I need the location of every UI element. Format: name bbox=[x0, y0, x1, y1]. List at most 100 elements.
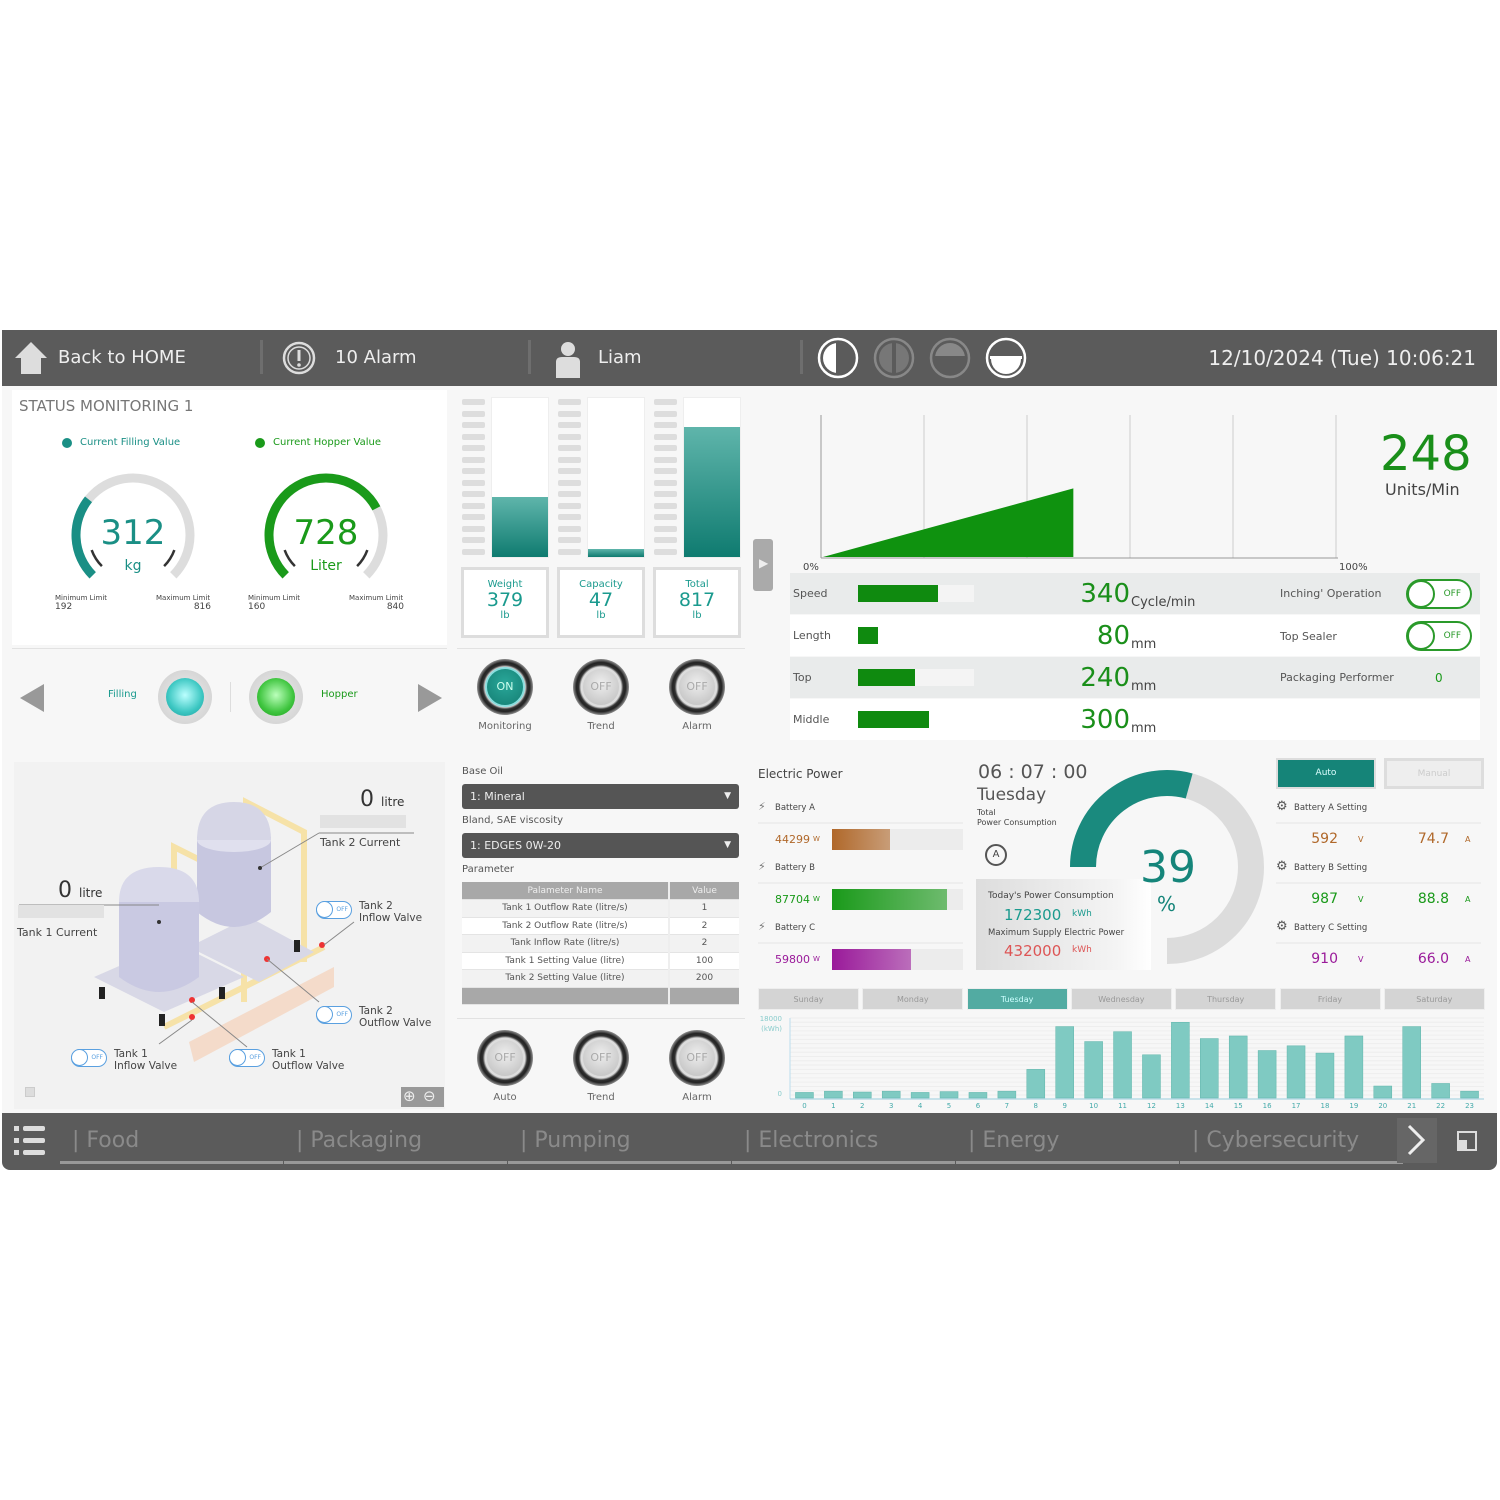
table-row[interactable]: Tank 2 Outflow Rate (litre/s) 2 bbox=[462, 917, 739, 935]
footer-tab-food[interactable]: | Food bbox=[72, 1128, 140, 1153]
fullscreen-icon[interactable] bbox=[25, 1087, 35, 1097]
bar bbox=[1171, 1022, 1190, 1099]
button-label: Auto bbox=[493, 1092, 517, 1103]
arrow-left-icon[interactable] bbox=[18, 682, 46, 714]
mode-a-icon[interactable]: A bbox=[985, 844, 1007, 866]
scale-tick bbox=[462, 491, 485, 497]
manual-label: Manual bbox=[1417, 769, 1451, 779]
day-tab[interactable]: Tuesday bbox=[966, 988, 1068, 1010]
clock-seconds: 00 bbox=[1063, 761, 1088, 783]
side-expand-button[interactable]: ▶ bbox=[753, 539, 773, 591]
gear-icon[interactable]: ⚙ bbox=[1276, 919, 1288, 934]
footer-tab-energy[interactable]: | Energy bbox=[968, 1128, 1060, 1153]
row-label: Speed bbox=[793, 587, 828, 600]
current-value[interactable]: 88.8 bbox=[1417, 891, 1449, 907]
tank2-unit: litre bbox=[381, 795, 405, 809]
day-tab[interactable]: Thursday bbox=[1175, 988, 1277, 1010]
alarm-button[interactable]: OFF bbox=[669, 659, 725, 715]
monitoring-button[interactable]: ON bbox=[477, 659, 533, 715]
row-unit: mm bbox=[1131, 721, 1157, 736]
max-unit: kWh bbox=[1072, 945, 1092, 955]
table-row[interactable]: Tank 1 Setting Value (litre) 100 bbox=[462, 952, 739, 970]
manual-button[interactable]: Manual bbox=[1384, 758, 1484, 789]
row-number: 300 bbox=[1080, 705, 1130, 735]
table-cell: 200 bbox=[668, 969, 739, 988]
min-limit-label: Minimum Limit bbox=[55, 594, 108, 602]
day-label: Tuesday bbox=[977, 785, 1047, 805]
zoom-out-icon[interactable]: ⊖ bbox=[423, 1087, 436, 1105]
max-limit-label: Maximum Limit bbox=[156, 594, 211, 602]
trend-button[interactable]: OFF bbox=[573, 1030, 629, 1086]
inching-toggle[interactable]: OFF bbox=[1406, 579, 1472, 609]
level-fill bbox=[492, 496, 548, 557]
zoom-in-icon[interactable]: ⊕ bbox=[403, 1087, 416, 1105]
split-horizontal-icon[interactable] bbox=[985, 337, 1027, 379]
packaging-progress-chart bbox=[820, 415, 1338, 559]
valve-toggle[interactable]: OFF bbox=[229, 1049, 265, 1067]
row-unit: Cycle/min bbox=[1131, 595, 1196, 610]
page-title: STATUS MONITORING 1 bbox=[19, 397, 194, 415]
footer-next-button[interactable] bbox=[1397, 1118, 1437, 1163]
user-button[interactable]: Liam bbox=[550, 338, 750, 378]
menu-icon[interactable] bbox=[14, 1124, 48, 1158]
tab-underline bbox=[508, 1161, 731, 1164]
split-horizontal-dim-icon[interactable] bbox=[929, 337, 971, 379]
auto-button[interactable]: OFF bbox=[477, 1030, 533, 1086]
day-tab[interactable]: Saturday bbox=[1383, 988, 1485, 1010]
day-tab[interactable]: Friday bbox=[1279, 988, 1381, 1010]
battery-value: 59800 bbox=[775, 953, 810, 966]
gauge-fill bbox=[264, 473, 381, 579]
split-vertical-icon[interactable] bbox=[817, 337, 859, 379]
valve-toggle[interactable]: OFF bbox=[316, 1006, 352, 1024]
scale-tick bbox=[654, 468, 677, 474]
tab-label: Food bbox=[86, 1128, 140, 1153]
consumption-box bbox=[976, 879, 1151, 970]
valve-label: Inflow Valve bbox=[359, 912, 423, 924]
footer-tab-cybersecurity[interactable]: | Cybersecurity bbox=[1192, 1128, 1360, 1153]
base-oil-select[interactable]: 1: Mineral ▼ bbox=[462, 784, 739, 809]
voltage-value[interactable]: 592 bbox=[1311, 831, 1338, 847]
footer-tab-pumping[interactable]: | Pumping bbox=[520, 1128, 631, 1153]
current-value[interactable]: 74.7 bbox=[1417, 831, 1449, 847]
performer-value: 0 bbox=[1435, 671, 1443, 685]
current-value[interactable]: 66.0 bbox=[1417, 951, 1449, 967]
top-sealer-toggle[interactable]: OFF bbox=[1406, 621, 1472, 651]
table-row[interactable]: Tank 2 Setting Value (litre) 200 bbox=[462, 969, 739, 988]
home-button[interactable]: Back to HOME bbox=[12, 338, 252, 378]
x-tick-label: 7 bbox=[1005, 1102, 1009, 1110]
split-vertical-dim-icon[interactable] bbox=[873, 337, 915, 379]
gear-icon[interactable]: ⚙ bbox=[1276, 799, 1288, 814]
arrow-right-icon[interactable] bbox=[416, 682, 444, 714]
row-value: 300 bbox=[1080, 705, 1130, 735]
valve-label: Tank 2 bbox=[359, 1005, 393, 1017]
row-unit: mm bbox=[1131, 679, 1157, 694]
voltage-value[interactable]: 987 bbox=[1311, 891, 1338, 907]
day-tab[interactable]: Wednesday bbox=[1070, 988, 1172, 1010]
valve-toggle[interactable]: OFF bbox=[71, 1049, 107, 1067]
table-row[interactable]: Tank 1 Outflow Rate (litre/s) 1 bbox=[462, 899, 739, 918]
divider bbox=[457, 1018, 745, 1019]
valve-toggle[interactable]: OFF bbox=[316, 901, 352, 919]
day-tab[interactable]: Monday bbox=[862, 988, 964, 1010]
level-label: Capacity bbox=[579, 579, 623, 590]
button-state: OFF bbox=[581, 1038, 621, 1078]
battery-label: Battery B bbox=[775, 863, 815, 873]
table-cell: 2 bbox=[668, 917, 739, 935]
table-row[interactable]: Tank Inflow Rate (litre/s) 2 bbox=[462, 934, 739, 953]
scale-tick bbox=[654, 502, 677, 509]
gear-icon[interactable]: ⚙ bbox=[1276, 859, 1288, 874]
divider bbox=[230, 682, 231, 712]
trend-button[interactable]: OFF bbox=[573, 659, 629, 715]
auto-button[interactable]: Auto bbox=[1276, 758, 1376, 789]
voltage-value[interactable]: 910 bbox=[1311, 951, 1338, 967]
bland-select[interactable]: 1: EDGES 0W-20 ▼ bbox=[462, 833, 739, 858]
footer-tab-electronics[interactable]: | Electronics bbox=[744, 1128, 879, 1153]
alarm-button[interactable]: OFF bbox=[669, 1030, 725, 1086]
row-unit: mm bbox=[1131, 637, 1157, 652]
window-toggle-icon[interactable] bbox=[1457, 1131, 1477, 1151]
setting-label: Battery C Setting bbox=[1294, 923, 1368, 933]
x-tick-label: 15 bbox=[1234, 1102, 1243, 1110]
footer-tab-packaging[interactable]: | Packaging bbox=[296, 1128, 423, 1153]
alarm-button[interactable]: 10 Alarm bbox=[280, 338, 480, 378]
day-tab[interactable]: Sunday bbox=[758, 988, 859, 1010]
